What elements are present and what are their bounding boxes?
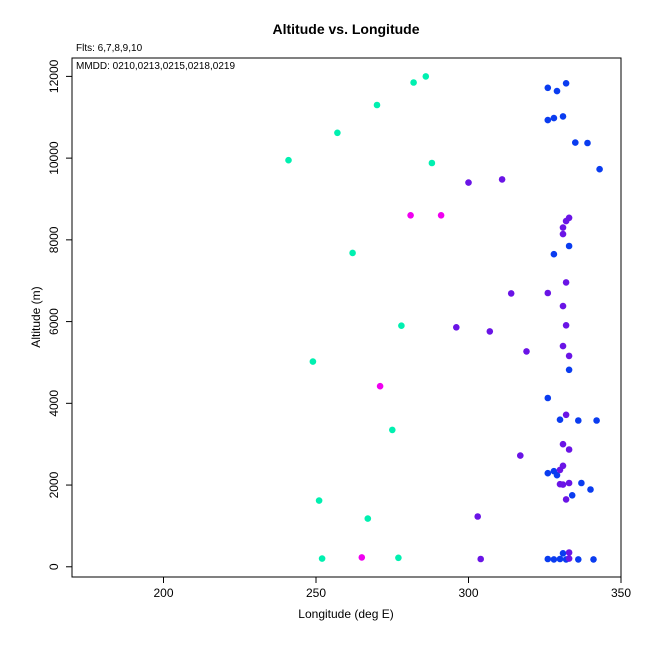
data-point	[395, 554, 402, 562]
data-point	[422, 73, 430, 80]
data-point	[590, 556, 597, 563]
data-point	[486, 328, 494, 335]
data-point	[407, 212, 414, 219]
data-point	[544, 469, 552, 477]
data-point	[584, 139, 591, 147]
data-point	[559, 342, 567, 350]
data-point	[544, 116, 552, 124]
y-axis: 0 2000 4000 6000 8000 10000 12000	[47, 59, 72, 570]
data-point	[544, 394, 552, 402]
data-point	[559, 302, 567, 310]
y-tick-label: 4000	[47, 390, 61, 417]
data-point	[559, 224, 567, 231]
annotation-dates: MMDD: 0210,0213,0215,0218,0219	[76, 61, 235, 72]
data-point	[559, 550, 567, 557]
data-point	[550, 556, 558, 563]
data-point	[437, 212, 445, 219]
data-point	[565, 352, 573, 360]
data-point	[578, 479, 585, 487]
y-tick-label: 0	[47, 563, 61, 570]
data-point	[575, 556, 582, 563]
data-point	[477, 555, 485, 563]
data-point	[389, 426, 396, 434]
data-point	[507, 290, 515, 297]
data-point	[575, 417, 582, 424]
data-point	[349, 249, 356, 257]
data-point	[358, 554, 366, 561]
data-point	[556, 555, 564, 563]
data-point	[559, 230, 567, 238]
x-tick-label: 200	[153, 586, 173, 600]
data-point	[572, 139, 579, 146]
data-point	[318, 555, 326, 562]
data-point	[562, 411, 570, 419]
data-point	[334, 129, 341, 137]
data-point	[285, 156, 292, 164]
data-point	[556, 466, 564, 474]
data-point	[553, 471, 561, 479]
data-point	[498, 176, 506, 183]
data-point	[517, 452, 524, 459]
data-point	[309, 358, 317, 365]
data-point	[373, 101, 381, 109]
x-tick-label: 250	[306, 586, 326, 600]
data-point	[553, 87, 561, 95]
data-point	[376, 382, 384, 390]
data-point	[364, 515, 372, 522]
y-tick-label: 2000	[47, 471, 61, 498]
y-tick-label: 8000	[47, 226, 61, 253]
data-point	[562, 279, 570, 286]
data-point	[587, 486, 594, 493]
scatter-points	[285, 73, 603, 563]
data-point	[593, 417, 600, 424]
data-point	[559, 440, 567, 448]
x-axis: 200 250 300 350	[153, 577, 631, 600]
data-point	[544, 555, 552, 563]
data-point	[398, 322, 405, 330]
x-tick-label: 350	[611, 586, 631, 600]
plot-frame	[71, 57, 622, 578]
y-tick-label: 6000	[47, 308, 61, 335]
chart-title: Altitude vs. Longitude	[273, 21, 420, 37]
data-point	[565, 555, 573, 562]
data-point	[565, 366, 573, 374]
data-point	[453, 324, 460, 331]
y-tick-label: 10000	[47, 141, 61, 175]
data-point	[410, 79, 417, 86]
data-point	[556, 416, 564, 424]
data-point	[562, 322, 570, 329]
x-tick-label: 300	[458, 586, 478, 600]
data-point	[565, 446, 573, 453]
data-point	[565, 242, 573, 250]
data-point	[596, 165, 603, 173]
data-point	[562, 496, 570, 503]
data-point	[559, 113, 567, 120]
y-tick-label: 12000	[47, 59, 61, 93]
data-point	[562, 80, 570, 87]
data-point	[465, 179, 472, 186]
data-point	[474, 513, 482, 520]
data-point	[544, 289, 552, 297]
data-point	[562, 217, 570, 225]
data-point	[428, 159, 436, 167]
data-point	[565, 549, 573, 556]
data-point	[550, 114, 558, 122]
y-axis-label: Altitude (m)	[29, 286, 43, 347]
annotation-flights: Flts: 6,7,8,9,10	[76, 43, 143, 54]
data-point	[550, 250, 558, 258]
data-point	[544, 84, 552, 92]
data-point	[565, 479, 573, 487]
x-axis-label: Longitude (deg E)	[298, 607, 393, 621]
data-point	[568, 492, 576, 499]
data-point	[523, 348, 530, 355]
data-point	[315, 497, 323, 504]
data-point	[559, 481, 567, 488]
